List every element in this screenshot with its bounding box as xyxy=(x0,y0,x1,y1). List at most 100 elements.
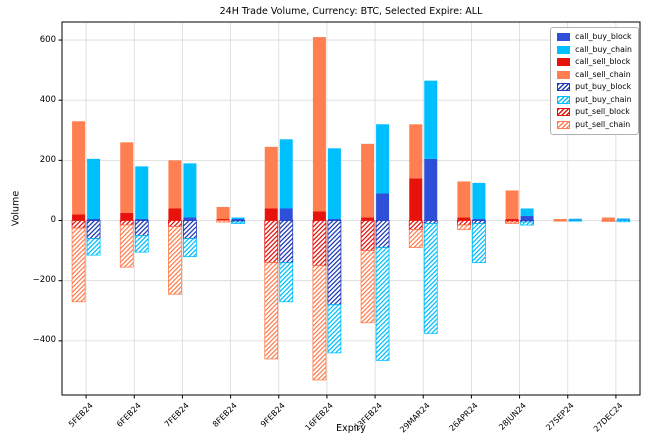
bar-put_buy_chain-27DEC24 xyxy=(616,220,631,223)
legend-swatch-put_buy_block xyxy=(557,83,571,91)
legend-item-call_buy_block: call_buy_block xyxy=(557,32,632,42)
y-tick-label: 600 xyxy=(39,34,56,45)
legend-swatch-put_sell_block xyxy=(557,108,571,116)
x-axis-label: Expiry xyxy=(336,423,366,434)
bar-call_buy_chain-7FEB24 xyxy=(183,163,197,218)
bar-call_buy_block-26APR24 xyxy=(472,219,486,221)
y-axis-label: Volume xyxy=(10,190,22,227)
bar-call_buy_block-5FEB24 xyxy=(87,219,101,221)
bar-put_buy_block-29MAR24 xyxy=(423,220,438,224)
legend-swatch-call_sell_block xyxy=(557,58,571,66)
bar-put_sell_chain-9FEB24 xyxy=(264,262,279,360)
bar-call_sell_chain-16FEB24 xyxy=(312,37,326,212)
legend-item-put_sell_chain: put_sell_chain xyxy=(557,120,632,130)
bar-put_sell_chain-28JUN24 xyxy=(505,221,519,224)
legend-item-call_sell_chain: call_sell_chain xyxy=(557,70,632,80)
bar-call_buy_block-6FEB24 xyxy=(135,219,149,221)
bar-call_buy_block-28JUN24 xyxy=(520,216,534,221)
bar-call_buy_block-9FEB24 xyxy=(279,208,293,221)
bar-call_buy_chain-8FEB24 xyxy=(231,217,245,220)
bar-call_sell_chain-23FEB24 xyxy=(361,143,375,218)
bar-put_buy_block-6FEB24 xyxy=(134,220,149,236)
bar-call_sell_chain-27DEC24 xyxy=(601,217,615,220)
legend-item-label: put_sell_chain xyxy=(575,119,631,129)
bar-call_buy_block-16FEB24 xyxy=(327,219,341,221)
chart-title: 24H Trade Volume, Currency: BTC, Selecte… xyxy=(219,6,483,17)
legend-item-call_buy_chain: call_buy_chain xyxy=(557,45,632,55)
legend: call_buy_block call_buy_chain call_sell_bl… xyxy=(550,27,639,135)
y-tick-label: −200 xyxy=(32,275,56,286)
bar-call_buy_block-23FEB24 xyxy=(376,193,390,221)
bar-call_sell_chain-9FEB24 xyxy=(264,146,278,209)
bar-put_sell_block-5FEB24 xyxy=(71,220,86,229)
y-tick-label: 0 xyxy=(50,215,56,226)
bar-put_buy_chain-8FEB24 xyxy=(231,221,245,224)
bar-put_sell_block-26APR24 xyxy=(457,220,471,226)
y-tick-label: 400 xyxy=(39,94,56,105)
bar-call_sell_block-8FEB24 xyxy=(216,219,230,221)
bar-put_buy_chain-27SEP24 xyxy=(568,220,583,222)
bar-call_buy_chain-23FEB24 xyxy=(376,124,390,194)
bar-put_buy_chain-28JUN24 xyxy=(520,221,534,226)
bar-put_sell_chain-16FEB24 xyxy=(312,265,327,381)
legend-item-put_buy_block: put_buy_block xyxy=(557,82,632,92)
bar-put_sell_chain-8FEB24 xyxy=(216,220,230,223)
bar-call_buy_chain-27SEP24 xyxy=(568,218,582,220)
bar-put_sell_block-23FEB24 xyxy=(360,220,375,252)
bar-put_sell_block-9FEB24 xyxy=(264,220,279,264)
bar-put_buy_chain-26APR24 xyxy=(472,223,486,264)
bar-put_sell_chain-27DEC24 xyxy=(601,220,616,222)
bar-put_sell_chain-7FEB24 xyxy=(168,226,182,295)
bar-call_sell_block-26APR24 xyxy=(457,217,471,221)
bar-call_sell_chain-8FEB24 xyxy=(216,206,230,220)
bar-put_buy_block-16FEB24 xyxy=(327,220,342,306)
bar-call_sell_block-9FEB24 xyxy=(264,208,278,221)
bar-put_sell_chain-6FEB24 xyxy=(119,224,134,268)
legend-swatch-put_buy_chain xyxy=(557,95,571,104)
bar-put_buy_chain-7FEB24 xyxy=(183,238,197,258)
bar-call_buy_block-27DEC24 xyxy=(616,219,630,221)
bar-put_buy_block-26APR24 xyxy=(472,220,486,224)
bar-call_sell_block-7FEB24 xyxy=(168,208,182,221)
legend-item-label: call_buy_block xyxy=(575,32,632,41)
legend-swatch-call_buy_chain xyxy=(557,45,571,54)
bar-put_buy_block-9FEB24 xyxy=(279,220,294,264)
bar-put_sell_chain-27SEP24 xyxy=(553,220,568,222)
bar-put_sell_block-6FEB24 xyxy=(119,220,134,226)
bar-call_sell_block-23FEB24 xyxy=(361,217,375,221)
legend-swatch-call_buy_block xyxy=(557,33,571,41)
bar-put_sell_block-29MAR24 xyxy=(408,220,423,230)
bar-put_buy_chain-16FEB24 xyxy=(327,304,342,354)
bar-call_sell_chain-7FEB24 xyxy=(168,160,182,209)
bar-put_sell_block-16FEB24 xyxy=(312,220,327,267)
bar-put_sell_block-7FEB24 xyxy=(168,220,182,227)
bar-put_sell_chain-5FEB24 xyxy=(71,227,86,303)
bar-call_sell_chain-28JUN24 xyxy=(505,190,519,220)
bar-call_sell_block-16FEB24 xyxy=(312,211,326,221)
bar-put_buy_block-5FEB24 xyxy=(86,220,101,239)
bar-call_sell_block-5FEB24 xyxy=(72,214,86,221)
bar-call_buy_block-29MAR24 xyxy=(424,158,438,221)
bar-call_buy_block-7FEB24 xyxy=(183,217,197,221)
y-tick-label: 200 xyxy=(39,154,56,165)
legend-item-put_sell_block: put_sell_block xyxy=(557,107,632,117)
legend-item-label: call_sell_chain xyxy=(575,69,631,79)
bar-call_buy_block-27SEP24 xyxy=(568,219,582,221)
legend-swatch-put_sell_chain xyxy=(557,120,571,129)
legend-item-put_buy_chain: put_buy_chain xyxy=(557,95,632,105)
bar-put_sell_chain-23FEB24 xyxy=(360,250,375,324)
bar-call_sell_block-28JUN24 xyxy=(505,219,519,221)
bar-put_buy_chain-6FEB24 xyxy=(134,235,149,253)
bar-put_buy_chain-29MAR24 xyxy=(423,223,438,334)
bar-call_sell_chain-5FEB24 xyxy=(72,121,86,215)
bar-put_buy_block-7FEB24 xyxy=(183,220,197,239)
bar-call_buy_chain-16FEB24 xyxy=(327,148,341,220)
bar-call_sell_chain-27SEP24 xyxy=(553,219,567,221)
bar-put_buy_block-23FEB24 xyxy=(375,220,390,249)
legend-item-label: put_buy_chain xyxy=(575,94,632,104)
bar-call_sell_chain-29MAR24 xyxy=(409,124,423,179)
legend-item-label: call_buy_chain xyxy=(575,44,632,54)
bar-put_buy_chain-5FEB24 xyxy=(86,238,101,256)
